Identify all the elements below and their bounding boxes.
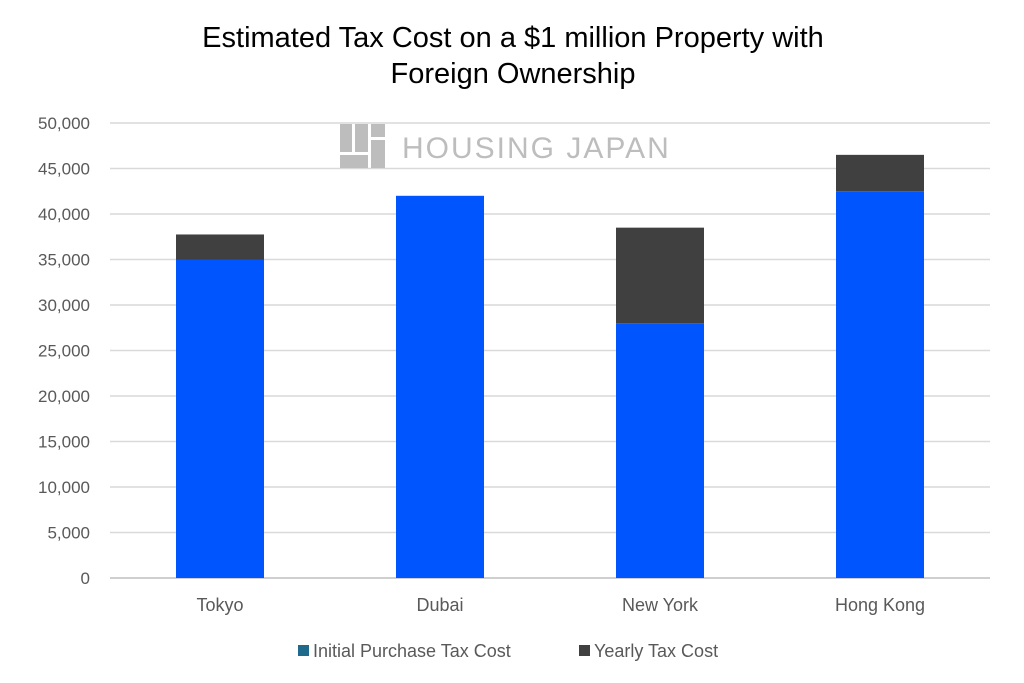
bar-initial-hong-kong	[836, 191, 924, 578]
y-tick-label: 50,000	[38, 114, 90, 133]
housing-japan-logo-icon	[340, 124, 385, 168]
bar-initial-tokyo	[176, 259, 264, 578]
y-tick-label: 20,000	[38, 387, 90, 406]
x-tick-label: New York	[622, 595, 699, 615]
y-tick-label: 35,000	[38, 251, 90, 270]
y-axis-ticks: 0 5,000 10,000 15,000 20,000 25,000 30,000 35,0…	[38, 114, 90, 588]
bar-yearly-new-york	[616, 227, 704, 324]
y-tick-label: 30,000	[38, 296, 90, 315]
y-tick-label: 25,000	[38, 342, 90, 361]
x-tick-label: Hong Kong	[835, 595, 925, 615]
x-tick-label: Dubai	[416, 595, 463, 615]
bar-yearly-tokyo	[176, 234, 264, 260]
chart-title-line-2: Foreign Ownership	[391, 58, 636, 90]
legend-swatch	[579, 645, 590, 656]
bar-yearly-hong-kong	[836, 154, 924, 192]
bar-initial-new-york	[616, 323, 704, 578]
y-tick-label: 10,000	[38, 478, 90, 497]
watermark-logo: HOUSING JAPAN	[340, 124, 671, 168]
watermark-text: HOUSING JAPAN	[402, 132, 671, 165]
y-tick-label: 5,000	[47, 524, 90, 543]
y-tick-label: 15,000	[38, 433, 90, 452]
legend-label: Initial Purchase Tax Cost	[313, 641, 511, 661]
legend-swatch	[298, 645, 309, 656]
y-tick-label: 40,000	[38, 205, 90, 224]
legend-label: Yearly Tax Cost	[594, 641, 718, 661]
x-tick-label: Tokyo	[196, 595, 243, 615]
y-tick-label: 0	[81, 569, 90, 588]
bars	[176, 154, 924, 579]
bar-initial-dubai	[396, 195, 484, 579]
legend: Initial Purchase Tax Cost Yearly Tax Cost	[298, 641, 718, 661]
chart-title-line-1: Estimated Tax Cost on a $1 million Prope…	[202, 22, 824, 54]
y-tick-label: 45,000	[38, 160, 90, 179]
x-axis-labels: Tokyo Dubai New York Hong Kong	[196, 595, 925, 615]
